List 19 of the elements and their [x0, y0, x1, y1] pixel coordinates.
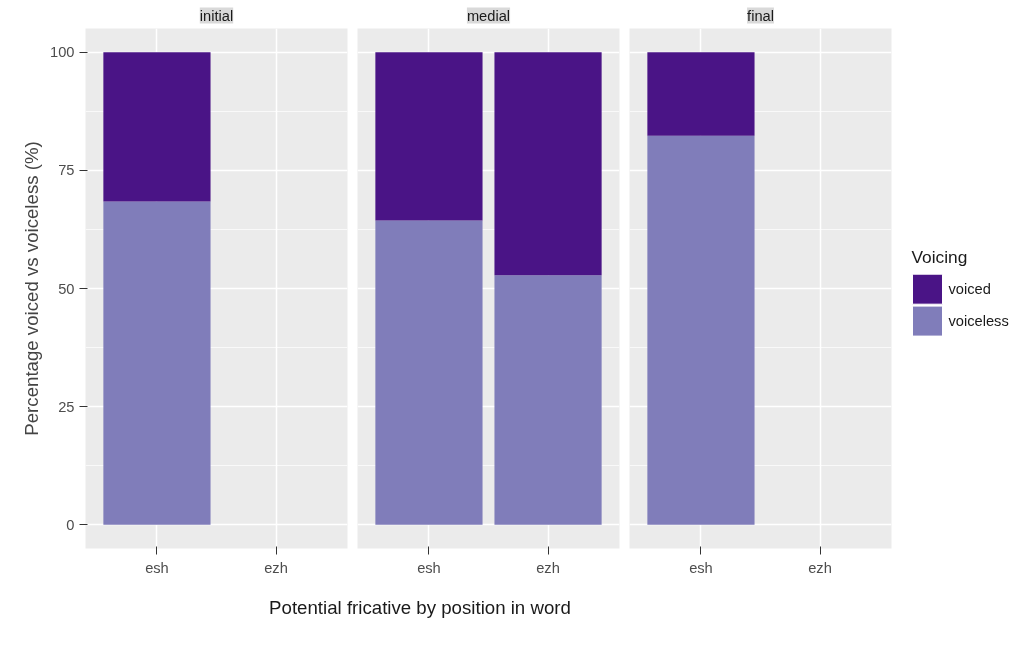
x-tick-label: ezh: [808, 559, 832, 576]
x-tick-label: ezh: [536, 559, 560, 576]
chart-title: final: [747, 7, 774, 24]
y-tick-label: 50: [58, 280, 75, 297]
legend-label: voiced: [948, 281, 991, 298]
x-tick-label: esh: [689, 559, 713, 576]
legend-label: voiceless: [948, 313, 1009, 330]
legend-title: Voicing: [911, 247, 968, 268]
y-tick-label: 75: [58, 162, 75, 179]
y-tick-label: 25: [58, 398, 75, 415]
x-tick-label: esh: [417, 559, 441, 576]
chart-title: medial: [466, 7, 511, 24]
y-tick-label: 0: [66, 516, 75, 533]
chart-title: initial: [199, 7, 234, 24]
x-tick-label: esh: [145, 559, 169, 576]
y-tick-label: 100: [50, 44, 75, 61]
x-axis-title: Potential fricative by position in word: [269, 596, 571, 620]
x-tick-label: ezh: [264, 559, 288, 576]
y-axis-title: Percentage voiced vs voiceless (%): [21, 141, 43, 436]
